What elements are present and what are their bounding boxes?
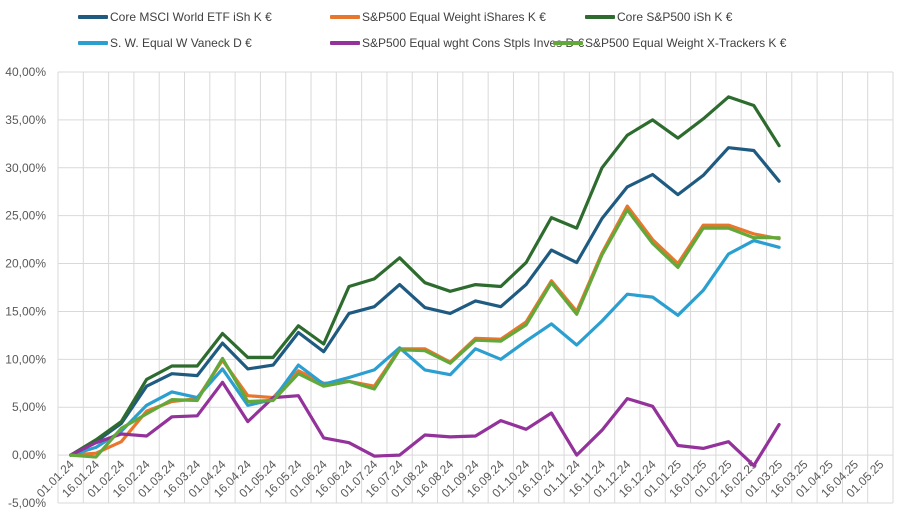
legend-swatch [585, 15, 615, 19]
legend-label: S&P500 Equal Weight X-Trackers K € [585, 36, 787, 50]
y-tick-label: 20,00% [5, 257, 46, 271]
y-tick-label: 40,00% [5, 65, 46, 79]
legend-item: Core S&P500 iSh K € [585, 10, 732, 24]
series-line-1 [69, 146, 781, 457]
legend-label: S&P500 Equal wght Cons Stpls Inves D € [362, 36, 585, 50]
x-axis-ticks: 01.01.2416.01.2401.02.2416.02.2401.03.24… [34, 457, 887, 500]
series-lines [69, 95, 781, 468]
y-tick-label: 0,00% [12, 448, 46, 462]
legend-swatch [78, 15, 108, 19]
legend-swatch [78, 41, 108, 45]
legend-item: S&P500 Equal Weight iShares K € [330, 10, 546, 24]
legend-swatch [330, 15, 360, 19]
y-tick-label: 30,00% [5, 161, 46, 175]
legend-label: S&P500 Equal Weight iShares K € [362, 10, 546, 24]
legend-item: S. W. Equal W Vaneck D € [78, 36, 252, 50]
legend-swatch [330, 41, 360, 45]
series-line-4 [69, 239, 781, 457]
series-line-6 [69, 208, 781, 459]
legend-item: S&P500 Equal Weight X-Trackers K € [553, 36, 786, 50]
series-line-5 [69, 380, 781, 468]
grid-lines [57, 71, 894, 504]
y-tick-label: 10,00% [5, 352, 46, 366]
y-axis-ticks: -5,00% 0,00% 5,00% 10,00% 15,00% 20,00% 25,00%… [5, 65, 46, 510]
legend-label: Core MSCI World ETF iSh K € [110, 10, 272, 24]
legend-item: Core MSCI World ETF iSh K € [78, 10, 272, 24]
legend-label: Core S&P500 iSh K € [617, 10, 733, 24]
y-tick-label: 35,00% [5, 113, 46, 127]
y-tick-label: -5,00% [8, 496, 46, 510]
series-line-3 [69, 95, 781, 457]
y-tick-label: 25,00% [5, 209, 46, 223]
legend-swatch [553, 41, 583, 45]
legend-item: S&P500 Equal wght Cons Stpls Inves D € [330, 36, 584, 50]
y-tick-label: 15,00% [5, 304, 46, 318]
legend-label: S. W. Equal W Vaneck D € [110, 36, 252, 50]
y-tick-label: 5,00% [12, 400, 46, 414]
